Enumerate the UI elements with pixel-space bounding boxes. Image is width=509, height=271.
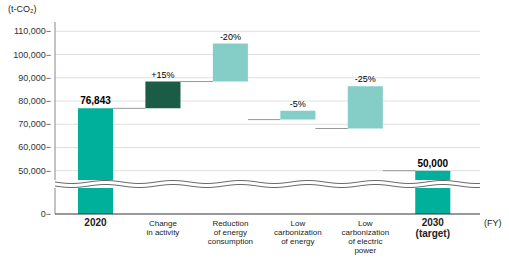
y-tick-label: 50,000− xyxy=(18,166,51,176)
bar xyxy=(415,171,450,214)
x-tick-label: Changein activity xyxy=(146,219,179,237)
label-line: 2030 xyxy=(422,217,445,228)
x-tick-label: Lowcarbonizationof electricpower xyxy=(342,219,390,255)
annotation: 50,000 xyxy=(417,158,448,169)
annotations: 76,843 +15% -20% -5% -25% 50,000 xyxy=(80,32,448,169)
label-line: (target) xyxy=(416,228,450,239)
label-line: consumption xyxy=(208,237,253,246)
grid-line xyxy=(55,77,480,78)
y-axis-top xyxy=(55,22,56,180)
x-axis xyxy=(55,214,480,215)
grid-line xyxy=(55,147,480,148)
label-line: of electric xyxy=(348,237,382,246)
axis-break xyxy=(55,181,480,188)
annotation: -20% xyxy=(220,32,241,42)
y-tick-label: 0− xyxy=(41,209,51,219)
connector xyxy=(315,128,347,129)
y-tick-label: 80,000− xyxy=(18,96,51,106)
grid-line xyxy=(55,54,480,55)
label-line: of energy xyxy=(281,237,314,246)
connector xyxy=(248,119,280,120)
y-tick-label: 70,000− xyxy=(18,119,51,129)
grid xyxy=(55,31,480,170)
connector xyxy=(383,170,415,171)
label-line: Low xyxy=(358,219,373,228)
bars xyxy=(78,44,450,214)
x-tick-label: 2020 xyxy=(84,217,107,228)
y-tick-label: 90,000− xyxy=(18,73,51,83)
annotation: 76,843 xyxy=(80,95,111,106)
connectors xyxy=(113,82,415,171)
x-axis-label: (FY) xyxy=(484,218,502,228)
label-line: 2020 xyxy=(84,217,107,228)
break-wave xyxy=(55,181,480,184)
label-line: Reduction xyxy=(212,219,248,228)
connector xyxy=(113,108,145,109)
annotation: -5% xyxy=(290,99,306,109)
grid-line xyxy=(55,31,480,32)
bar xyxy=(78,108,113,214)
x-tick-label: 2030(target) xyxy=(416,217,450,239)
connector xyxy=(180,81,212,82)
label-line: of energy xyxy=(214,228,247,237)
break-wave xyxy=(55,185,480,188)
x-tick-label: Lowcarbonizationof energy xyxy=(274,219,322,246)
grid-line xyxy=(55,101,480,102)
label-line: in activity xyxy=(146,228,179,237)
y-axis-label: (t-CO₂) xyxy=(8,4,37,14)
y-tick-label: 100,000− xyxy=(13,50,51,60)
label-line: Change xyxy=(149,219,178,228)
x-tick-labels: 2020Changein activityReductionof energyc… xyxy=(84,217,450,255)
y-axis-bottom xyxy=(55,188,56,214)
y-tick-label: 110,000− xyxy=(14,26,51,36)
label-line: carbonization xyxy=(342,228,390,237)
label-line: Low xyxy=(291,219,306,228)
y-ticks: 0− 50,000− 60,000− 70,000− 80,000− 90,000− 100… xyxy=(13,26,51,219)
bar xyxy=(213,44,248,82)
bar xyxy=(280,111,315,120)
x-tick-label: Reductionof energyconsumption xyxy=(208,219,253,246)
grid-line xyxy=(55,124,480,125)
chart: 0− 50,000− 60,000− 70,000− 80,000− 90,000− 100… xyxy=(0,0,509,271)
bar xyxy=(145,82,180,109)
annotation: +15% xyxy=(151,70,174,80)
annotation: -25% xyxy=(355,74,376,84)
bar xyxy=(348,86,383,128)
y-tick-label: 60,000− xyxy=(18,142,51,152)
label-line: carbonization xyxy=(274,228,322,237)
label-line: power xyxy=(354,246,376,255)
